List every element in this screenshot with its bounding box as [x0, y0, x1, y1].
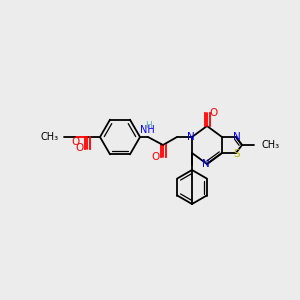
- Text: O: O: [76, 143, 84, 153]
- Text: H: H: [146, 122, 152, 130]
- Text: N: N: [187, 132, 195, 142]
- Text: O: O: [152, 152, 160, 162]
- Text: NH: NH: [140, 125, 154, 135]
- Text: N: N: [202, 159, 210, 169]
- Text: N: N: [233, 132, 241, 142]
- Text: O: O: [210, 108, 218, 118]
- Text: O: O: [72, 137, 80, 147]
- Text: CH₃: CH₃: [41, 132, 59, 142]
- Text: S: S: [234, 149, 240, 159]
- Text: CH₃: CH₃: [262, 140, 280, 150]
